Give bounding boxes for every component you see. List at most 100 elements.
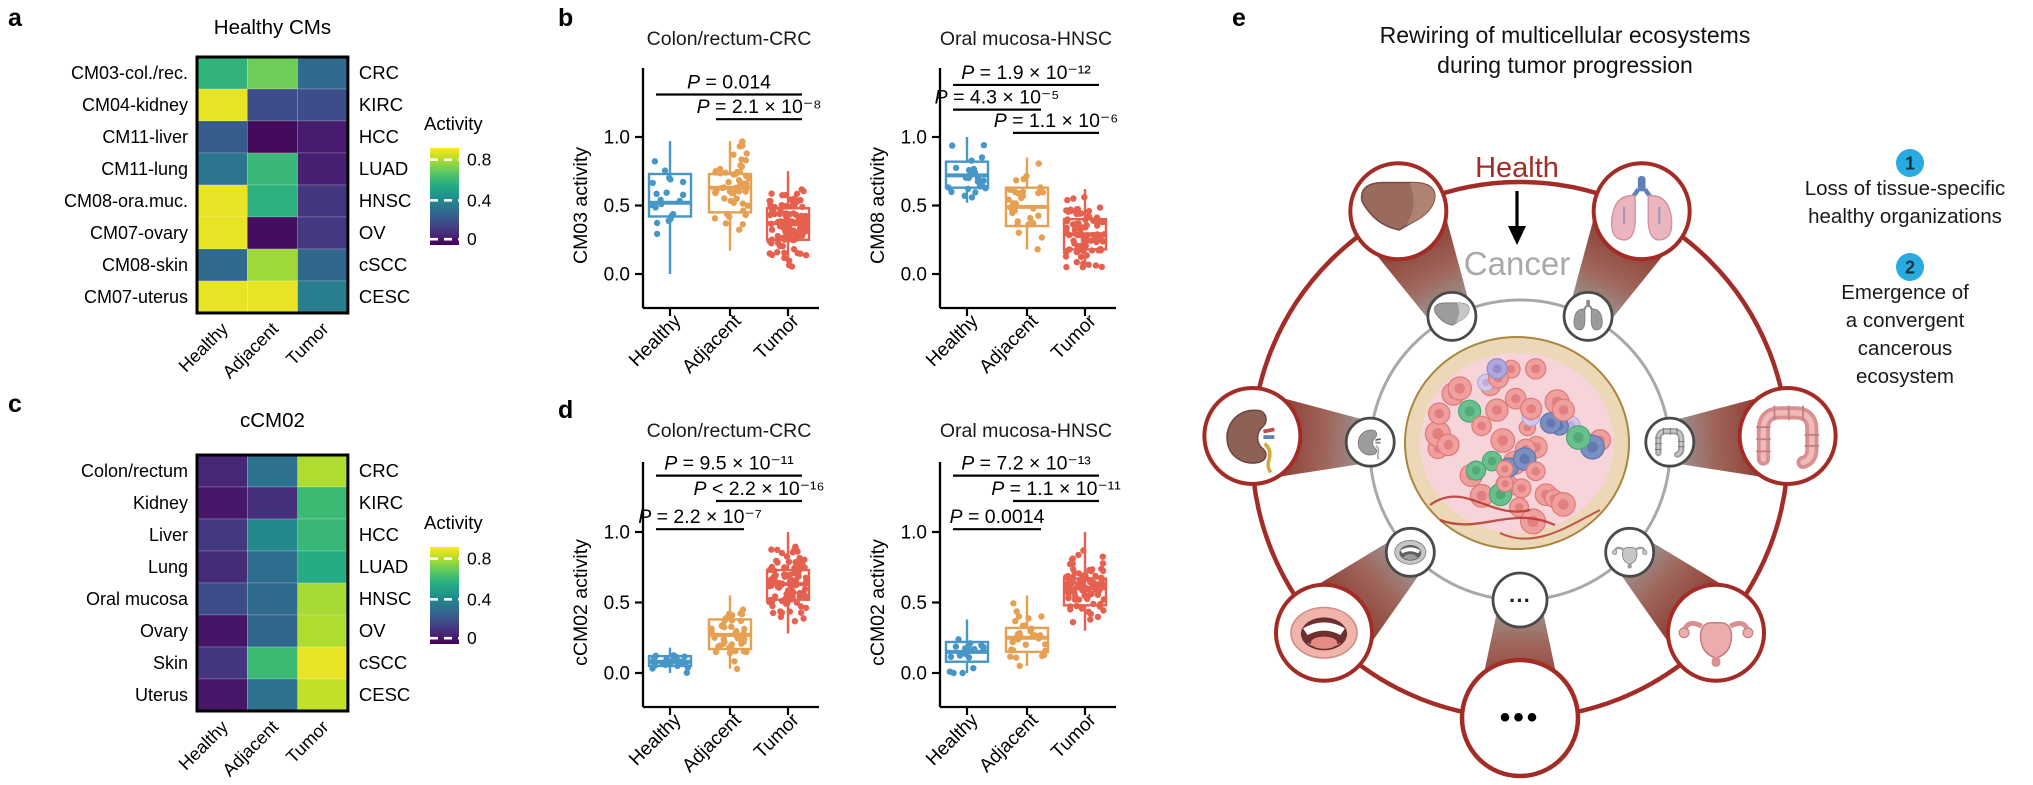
data-point — [1017, 633, 1024, 641]
data-point — [666, 174, 673, 182]
heatmap-cell — [196, 248, 248, 282]
heatmap-right-label: HCC — [359, 126, 399, 147]
data-point — [798, 215, 805, 223]
data-point — [964, 185, 972, 192]
data-point — [768, 220, 775, 227]
data-point — [1099, 567, 1107, 574]
data-point — [790, 230, 797, 237]
data-point — [949, 142, 956, 149]
box-group-tumor — [765, 532, 811, 634]
boxplot-title: Oral mucosa-HNSC — [940, 28, 1112, 50]
data-point — [736, 226, 743, 233]
heatmap-cell — [297, 216, 349, 250]
data-point — [769, 609, 777, 617]
data-point — [683, 669, 690, 676]
uterus-icon — [1678, 620, 1754, 667]
data-point — [967, 640, 974, 647]
data-point — [722, 169, 729, 176]
data-point — [731, 658, 738, 665]
data-point — [1078, 224, 1085, 231]
data-point — [679, 178, 687, 186]
data-point — [1063, 207, 1070, 214]
data-point — [1083, 232, 1090, 240]
heatmap-right-label: CESC — [359, 684, 410, 705]
data-point — [732, 171, 739, 178]
legend-title: Activity — [424, 113, 483, 134]
y-tick-label: 0.0 — [604, 664, 630, 685]
data-point — [1038, 234, 1046, 241]
heatmap-cell — [247, 550, 298, 584]
data-point — [797, 196, 804, 204]
data-point — [802, 252, 810, 259]
data-point — [976, 183, 984, 190]
annotation-number: 2 — [1905, 258, 1915, 278]
panel-e-diagram: ··· ••• Health Cancer Rewiring of multicellu… — [1202, 22, 2005, 779]
data-point — [1096, 204, 1104, 211]
x-category-label: Adjacent — [975, 310, 1043, 378]
data-point — [649, 179, 656, 187]
data-point — [800, 187, 807, 195]
y-tick-label: 0.5 — [604, 196, 630, 217]
heatmap-right-label: CRC — [359, 460, 399, 481]
heatmap-col-label: Adjacent — [219, 319, 283, 383]
data-point — [768, 546, 775, 553]
heatmap-cell — [297, 518, 349, 552]
data-point — [728, 189, 735, 197]
boxplot-title: Colon/rectum-CRC — [647, 420, 812, 442]
data-point — [779, 192, 786, 199]
data-point — [737, 617, 745, 625]
data-point — [1035, 160, 1042, 167]
data-point — [1093, 214, 1101, 221]
heatmap-row-label: Kidney — [133, 493, 188, 513]
heatmap-cell — [297, 454, 349, 488]
data-point — [1064, 196, 1071, 204]
box-group-tumor — [765, 171, 811, 270]
panel-label-b: b — [558, 4, 574, 32]
data-point — [1037, 632, 1044, 639]
heatmap-cell — [196, 678, 248, 712]
heatmap-cell — [297, 678, 349, 712]
box-group-healthy — [944, 619, 990, 677]
data-point — [980, 142, 988, 149]
p-value-label: P < 2.2 × 10⁻¹⁶ — [693, 478, 824, 500]
data-point — [968, 157, 975, 164]
y-axis-label: cCM02 activity — [570, 539, 592, 666]
heatmap-cell — [247, 280, 298, 314]
panel-a-heatmap: Healthy CMs CM03-col./rec. CM04-kidney CM11… — [64, 16, 492, 383]
data-point — [967, 168, 974, 176]
box-group-adjacent — [707, 595, 753, 672]
legend-tick-label: 0 — [467, 628, 477, 648]
box-group-healthy — [647, 141, 693, 274]
heatmap-cell — [196, 56, 248, 90]
data-point — [952, 164, 960, 172]
legend-tick-label: 0.8 — [467, 150, 491, 170]
p-value-label: P = 1.9 × 10⁻¹² — [961, 62, 1091, 84]
data-point — [652, 652, 659, 659]
heatmap-cell — [247, 120, 298, 154]
data-point — [1029, 220, 1037, 227]
data-point — [1068, 207, 1075, 215]
data-point — [649, 665, 656, 672]
data-point — [971, 645, 978, 653]
data-point — [1015, 229, 1022, 236]
data-point — [1063, 263, 1070, 271]
data-point — [711, 215, 719, 222]
data-point — [781, 564, 788, 571]
data-point — [1077, 231, 1084, 239]
x-category-label: Tumor — [750, 310, 804, 364]
data-point — [778, 549, 786, 557]
data-point — [728, 612, 736, 619]
data-point — [1065, 588, 1073, 596]
data-point — [1064, 216, 1071, 223]
data-point — [726, 649, 734, 657]
tumor-ecosystem-illustration — [1404, 336, 1630, 550]
data-point — [1012, 188, 1019, 196]
data-point — [679, 191, 687, 198]
p-value-label: P = 1.1 × 10⁻⁶ — [994, 110, 1119, 132]
data-point — [1098, 574, 1105, 581]
x-category-label: Healthy — [625, 310, 686, 371]
heatmap-cell — [196, 88, 248, 122]
heatmap-right-label: HNSC — [359, 588, 411, 609]
data-point — [1012, 654, 1020, 661]
data-point — [792, 211, 800, 219]
